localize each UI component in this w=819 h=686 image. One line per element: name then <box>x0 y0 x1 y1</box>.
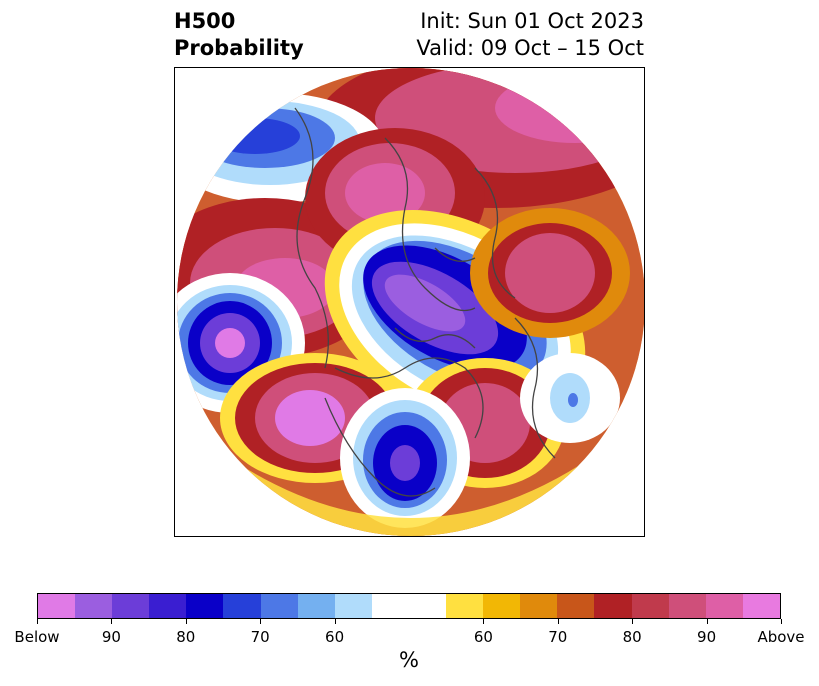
title-line-2: Probability <box>174 36 304 60</box>
colorbar-tick-mark <box>632 619 634 624</box>
colorbar-tick-label: Below <box>14 628 60 646</box>
title-line-1: H500 <box>174 9 236 33</box>
colorbar-tick-label: 80 <box>176 628 196 646</box>
colorbar-segment <box>334 594 372 618</box>
forecast-dates: Init: Sun 01 Oct 2023 Valid: 09 Oct – 15… <box>416 8 644 62</box>
colorbar-segment <box>223 594 261 618</box>
colorbar-segment <box>38 594 76 618</box>
colorbar-tick-label: 60 <box>473 628 493 646</box>
colorbar-segment <box>705 594 743 618</box>
colorbar-tick-label: 90 <box>697 628 717 646</box>
anomaly-bottom-low <box>340 388 470 528</box>
colorbar-segment <box>75 594 113 618</box>
coastlines <box>294 107 556 497</box>
colorbar-tick-mark <box>185 619 187 624</box>
colorbar-segment <box>186 594 224 618</box>
colorbar-tick-label: 60 <box>325 628 345 646</box>
colorbar-segment <box>260 594 298 618</box>
colorbar-tick-label: 90 <box>101 628 121 646</box>
colorbar-tick-mark <box>260 619 262 624</box>
colorbar-tick-label: 80 <box>622 628 642 646</box>
colorbar-segment <box>631 594 669 618</box>
colorbar-tick-label: Above <box>757 628 805 646</box>
colorbar-tick-mark <box>706 619 708 624</box>
colorbar-tick-mark <box>781 619 782 624</box>
colorbar-segment <box>446 594 484 618</box>
colorbar-segment <box>483 594 521 618</box>
init-date: Init: Sun 01 Oct 2023 <box>420 9 644 33</box>
anomaly-east-high <box>470 208 630 338</box>
colorbar-segment <box>742 594 780 618</box>
chart-title: H500 Probability <box>174 8 304 62</box>
colorbar-segment <box>297 594 335 618</box>
valid-range: Valid: 09 Oct – 15 Oct <box>416 36 644 60</box>
colorbar-segment <box>520 594 558 618</box>
colorbar-tick-mark <box>557 619 559 624</box>
colorbar-segment <box>112 594 150 618</box>
probability-map <box>174 67 645 537</box>
colorbar-tick-label: 70 <box>548 628 568 646</box>
colorbar-tick-mark <box>334 619 336 624</box>
colorbar-segment <box>557 594 595 618</box>
colorbar-segment <box>668 594 706 618</box>
colorbar-tick-mark <box>111 619 113 624</box>
colorbar <box>37 593 781 619</box>
anomaly-right-small-low <box>520 353 620 443</box>
polar-map-svg <box>177 68 644 536</box>
colorbar-segment <box>371 594 447 618</box>
colorbar-unit-label: % <box>399 648 419 672</box>
colorbar-segment <box>594 594 632 618</box>
colorbar-segment <box>149 594 187 618</box>
colorbar-tick-mark <box>483 619 485 624</box>
colorbar-tick-label: 70 <box>250 628 270 646</box>
colorbar-tick-mark <box>37 619 38 624</box>
